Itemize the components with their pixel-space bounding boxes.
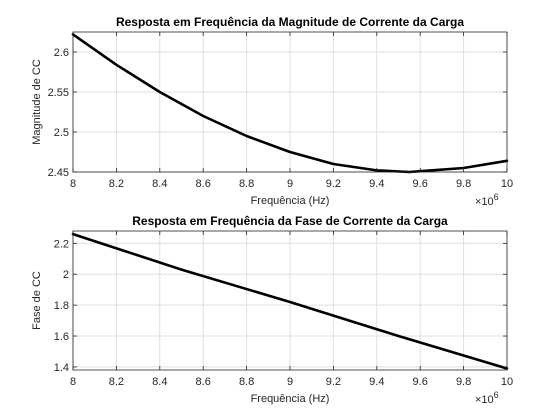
x-exponent-base: ×10 xyxy=(475,196,494,208)
x-tick-label: 8.6 xyxy=(196,178,211,190)
phase-plot: 8 8.2 8.4 8.6 8.8 9 9.2 9.4 9.6 9.8 10 1.4 1.6 1.8 2 2.… xyxy=(31,214,513,406)
x-tick-label: 8.6 xyxy=(196,376,211,388)
y-tick-label: 2.6 xyxy=(54,47,69,59)
x-axis-label: Frequência (Hz) xyxy=(251,195,330,207)
y-tick-label: 1.4 xyxy=(54,362,69,374)
x-tick-label: 8.4 xyxy=(152,376,167,388)
x-tick-label: 9.2 xyxy=(326,376,341,388)
x-exponent-power: 6 xyxy=(494,390,499,400)
x-tick-label: 9.8 xyxy=(456,178,471,190)
x-exponent-label: ×106 xyxy=(475,390,499,406)
x-exponent-label: ×106 xyxy=(475,192,499,208)
y-tick-label: 2.55 xyxy=(48,87,69,99)
x-tick-label: 9 xyxy=(287,178,293,190)
y-tick-label: 1.8 xyxy=(54,300,69,312)
x-tick-label: 9 xyxy=(287,376,293,388)
y-tick-label: 1.6 xyxy=(54,331,69,343)
y-axis-label: Magnitude de CC xyxy=(31,59,43,145)
x-tick-label: 8.4 xyxy=(152,178,167,190)
x-tick-label: 8.8 xyxy=(239,376,254,388)
y-axis-label: Fase de CC xyxy=(31,271,43,330)
x-tick-label: 9.6 xyxy=(413,376,428,388)
x-tick-label: 8.2 xyxy=(109,178,124,190)
x-tick-label: 8 xyxy=(70,178,76,190)
series-line xyxy=(71,232,509,370)
x-tick-label: 9.4 xyxy=(369,178,384,190)
y-tick-label: 2.45 xyxy=(48,167,69,179)
x-tick-label: 8 xyxy=(70,376,76,388)
series-line xyxy=(71,33,509,174)
x-exponent-base: ×10 xyxy=(475,394,494,406)
x-exponent-power: 6 xyxy=(494,192,499,202)
y-tick-label: 2.2 xyxy=(54,238,69,250)
chart-title: Resposta em Frequência da Fase de Corren… xyxy=(132,214,448,228)
x-tick-label: 9.6 xyxy=(413,178,428,190)
x-axis-label: Frequência (Hz) xyxy=(251,393,330,405)
x-tick-label: 9.4 xyxy=(369,376,384,388)
x-tick-label: 10 xyxy=(501,178,513,190)
y-tick-label: 2 xyxy=(63,269,69,281)
x-tick-label: 9.8 xyxy=(456,376,471,388)
chart-title: Resposta em Frequência da Magnitude de C… xyxy=(116,15,464,29)
x-tick-label: 10 xyxy=(501,376,513,388)
x-tick-label: 9.2 xyxy=(326,178,341,190)
magnitude-plot: 8 8.2 8.4 8.6 8.8 9 9.2 9.4 9.6 9.8 10 2.45 2.5 2.55 2… xyxy=(31,15,513,208)
x-tick-label: 8.8 xyxy=(239,178,254,190)
x-tick-label: 8.2 xyxy=(109,376,124,388)
y-tick-label: 2.5 xyxy=(54,127,69,139)
